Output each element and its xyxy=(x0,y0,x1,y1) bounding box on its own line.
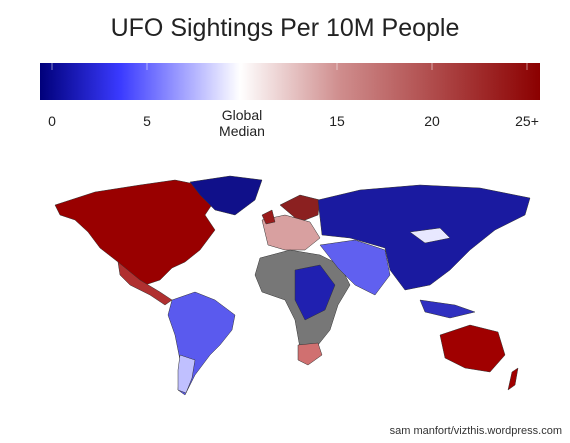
region xyxy=(439,324,506,373)
tick-label: 15 xyxy=(329,113,345,129)
map-title: UFO Sightings Per 10M People xyxy=(110,14,460,42)
region xyxy=(54,179,216,286)
world xyxy=(54,175,531,396)
region xyxy=(409,227,451,244)
region xyxy=(189,175,263,216)
tick-label: 20 xyxy=(424,113,440,129)
region xyxy=(261,214,321,251)
tick-label: 25+ xyxy=(515,113,539,129)
colorbar xyxy=(40,63,540,100)
region xyxy=(177,354,196,394)
region xyxy=(419,299,476,319)
tick-label: 0 xyxy=(48,113,56,129)
region xyxy=(319,239,391,296)
region xyxy=(294,264,336,321)
region xyxy=(297,342,323,366)
tick-label: Global Median xyxy=(219,107,265,139)
region xyxy=(507,367,519,391)
region xyxy=(117,261,173,306)
credit: sam manfort/vizthis.wordpress.com xyxy=(389,425,562,437)
region xyxy=(261,209,276,225)
tick-label: 5 xyxy=(143,113,151,129)
